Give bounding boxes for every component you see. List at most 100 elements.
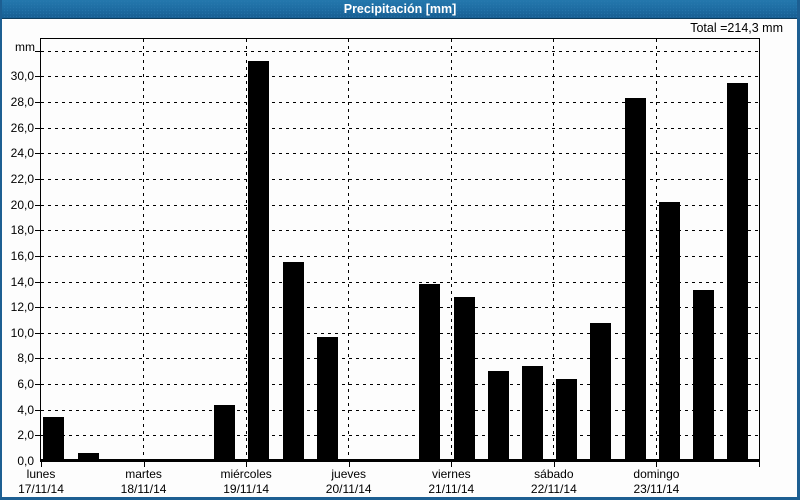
y-tick-label: 12,0: [10, 300, 34, 315]
precipitation-bar: [43, 417, 65, 461]
x-day-name-label: jueves: [331, 467, 367, 481]
precipitation-bar: [727, 82, 749, 461]
v-gridline: [245, 39, 247, 461]
y-tick-label: 6,0: [17, 377, 34, 392]
window-frame-right: [797, 0, 800, 500]
x-day-name-label: miércoles: [220, 467, 272, 481]
precipitation-bar: [453, 296, 475, 461]
v-gridline: [655, 39, 657, 461]
window-frame-left: [0, 0, 2, 500]
y-tick: [35, 409, 40, 411]
y-tick-label: 14,0: [10, 274, 34, 289]
y-tick: [35, 230, 40, 232]
v-gridline: [553, 39, 555, 461]
x-tick: [759, 462, 760, 467]
total-precipitation-label: Total =214,3 mm: [690, 21, 783, 35]
h-gridline: [41, 384, 759, 386]
h-gridline: [41, 307, 759, 309]
h-gridline: [41, 435, 759, 437]
x-day-date-label: 23/11/14: [633, 482, 680, 496]
h-gridline: [41, 204, 759, 206]
y-tick: [35, 435, 40, 437]
h-gridline: [41, 102, 759, 104]
y-tick-label: 18,0: [10, 223, 34, 238]
h-gridline: [41, 409, 759, 411]
y-tick-label: 4,0: [17, 402, 34, 417]
x-tick: [451, 462, 453, 467]
precipitation-bar: [624, 98, 646, 461]
x-day-date-label: 17/11/14: [18, 482, 64, 496]
x-day-name-label: sábado: [534, 467, 574, 481]
h-gridline: [41, 178, 759, 180]
y-axis-unit-label: mm: [15, 40, 35, 54]
y-tick: [35, 153, 40, 155]
precipitation-bar: [214, 404, 236, 461]
precipitation-bar: [521, 366, 543, 461]
y-tick: [35, 384, 40, 386]
y-tick: [35, 307, 40, 309]
x-tick: [41, 462, 42, 467]
precipitation-bar: [590, 322, 612, 461]
precipitation-bar: [316, 336, 338, 461]
y-tick-label: 16,0: [10, 248, 34, 263]
chart-title: Precipitación [mm]: [343, 2, 457, 16]
h-gridline: [41, 230, 759, 232]
window-frame-bottom: [0, 497, 800, 500]
x-day-name-label: viernes: [431, 467, 471, 481]
x-axis-line: [41, 459, 759, 461]
precipitation-bar: [556, 378, 578, 461]
x-tick: [553, 462, 555, 467]
y-tick-label: 22,0: [10, 171, 34, 186]
x-day-date-label: 21/11/14: [428, 482, 475, 496]
plot-area: [40, 38, 760, 462]
x-tick: [348, 462, 350, 467]
precipitation-bar: [77, 453, 99, 461]
x-day-date-label: 19/11/14: [223, 482, 270, 496]
y-tick: [35, 76, 40, 78]
x-day-name-label: domingo: [633, 467, 680, 481]
v-gridline: [143, 39, 145, 461]
y-tick: [35, 178, 40, 180]
y-tick-label: 26,0: [10, 120, 34, 135]
x-day-date-label: 22/11/14: [530, 482, 577, 496]
x-day-name-label: lunes: [26, 467, 56, 481]
h-gridline: [41, 76, 759, 78]
y-tick-label: 10,0: [10, 325, 34, 340]
v-gridline: [450, 39, 452, 461]
y-tick: [35, 281, 40, 283]
y-tick-label: 24,0: [10, 146, 34, 161]
h-gridline: [41, 50, 759, 52]
h-gridline: [41, 358, 759, 360]
h-gridline: [41, 127, 759, 129]
v-gridline: [348, 39, 350, 461]
precipitation-bar: [419, 284, 441, 461]
h-gridline: [41, 255, 759, 257]
h-gridline: [41, 281, 759, 283]
y-tick-label: 2,0: [17, 428, 34, 443]
x-day-name-label: martes: [125, 467, 162, 481]
precipitation-bar: [658, 202, 680, 461]
y-tick: [35, 127, 40, 129]
y-tick-label: 28,0: [10, 95, 34, 110]
y-tick-label: 30,0: [10, 69, 34, 84]
precipitation-bar: [692, 290, 714, 461]
x-tick: [246, 462, 248, 467]
x-tick: [143, 462, 145, 467]
y-tick: [35, 358, 40, 360]
x-day-date-label: 18/11/14: [120, 482, 167, 496]
y-tick: [35, 255, 40, 257]
precipitation-bar: [248, 61, 270, 461]
y-tick: [35, 332, 40, 334]
y-tick: [35, 102, 40, 104]
y-tick: [35, 50, 40, 52]
x-day-date-label: 20/11/14: [325, 482, 372, 496]
y-tick-label: 0,0: [17, 454, 34, 468]
y-tick-label: 8,0: [17, 351, 34, 366]
y-tick: [35, 204, 40, 206]
precipitation-bar: [282, 262, 304, 461]
title-bar: Precipitación [mm]: [0, 0, 800, 19]
h-gridline: [41, 332, 759, 334]
titlebar-texture: [0, 0, 800, 18]
y-tick-label: 20,0: [10, 197, 34, 212]
